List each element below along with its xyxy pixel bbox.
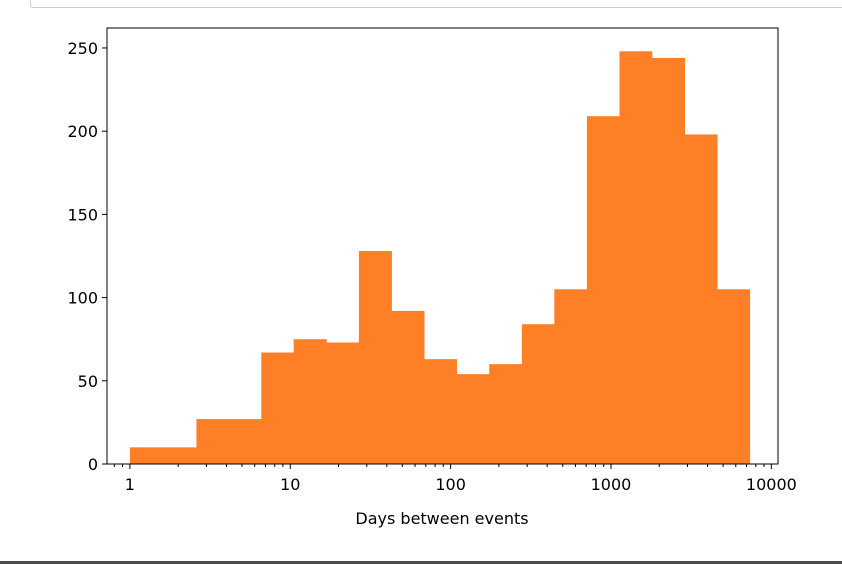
x-axis-label: Days between events: [355, 509, 528, 528]
histogram-bar: [326, 342, 360, 464]
x-tick-label: 10: [280, 475, 300, 494]
histogram-bar: [358, 250, 392, 464]
y-axis: 0 50 100 150 200 250: [67, 39, 107, 474]
histogram-bar: [391, 310, 425, 464]
histogram-bar: [228, 419, 262, 464]
y-tick-label: 0: [88, 455, 98, 474]
y-tick-label: 100: [67, 289, 98, 308]
x-tick-label: 10000: [746, 475, 797, 494]
x-axis: 1 10 100 1000 10000: [113, 464, 797, 494]
histogram-bar: [293, 339, 327, 464]
histogram-bar: [129, 447, 164, 464]
y-tick-label: 200: [67, 122, 98, 141]
histogram-bar: [651, 57, 686, 465]
y-tick-label: 150: [67, 205, 98, 224]
x-tick-label: 100: [435, 475, 466, 494]
y-tick-label: 250: [67, 39, 98, 58]
histogram-bar: [586, 116, 620, 464]
cell-border-bottom: [0, 561, 842, 564]
histogram-bar: [196, 419, 229, 464]
x-tick-label: 1000: [591, 475, 632, 494]
histogram-bar: [521, 324, 555, 464]
histogram-bar: [489, 364, 523, 464]
histogram-bar: [684, 134, 718, 464]
plot-frame: [106, 27, 779, 465]
histogram-bar: [162, 447, 197, 464]
cell-border-top: [30, 0, 842, 8]
bars-group: [129, 51, 751, 465]
y-tick-label: 50: [78, 372, 98, 391]
histogram-bar: [424, 359, 458, 464]
histogram-bar: [456, 374, 490, 464]
histogram-bar: [619, 51, 653, 465]
histogram-bar: [717, 289, 751, 464]
histogram-bar: [261, 352, 295, 464]
x-tick-label: 1: [125, 475, 135, 494]
histogram-bar: [554, 289, 588, 464]
